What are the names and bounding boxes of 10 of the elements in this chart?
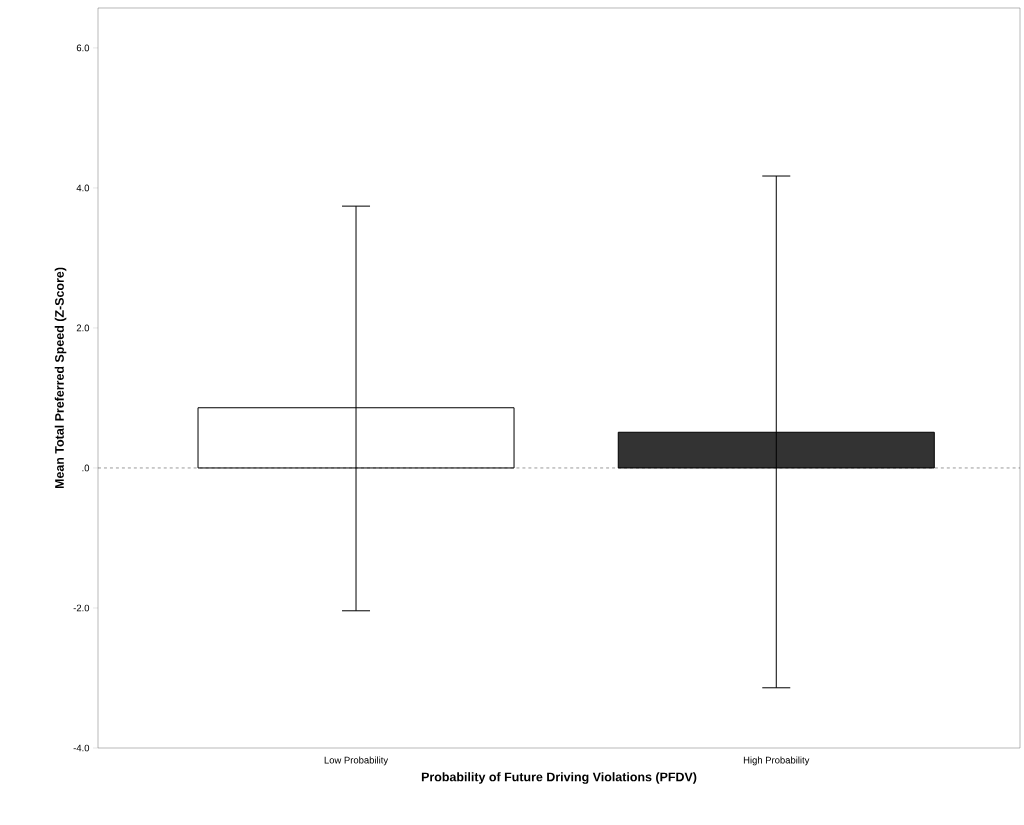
y-tick-label: .0 — [82, 464, 90, 472]
y-tick-label: -4.0 — [73, 744, 90, 752]
y-tick-label: -2.0 — [73, 604, 90, 612]
y-tick-label: 4.0 — [76, 184, 90, 192]
y-tick-label: 2.0 — [76, 324, 90, 332]
y-tick-label: 6.0 — [76, 44, 90, 52]
y-axis-title: Mean Total Preferred Speed (Z-Score) — [54, 267, 67, 489]
x-tick-label: Low Probability — [324, 756, 389, 766]
x-tick-label: High Probability — [743, 756, 810, 766]
x-axis-title: Probability of Future Driving Violations (PFDV) — [421, 772, 697, 784]
